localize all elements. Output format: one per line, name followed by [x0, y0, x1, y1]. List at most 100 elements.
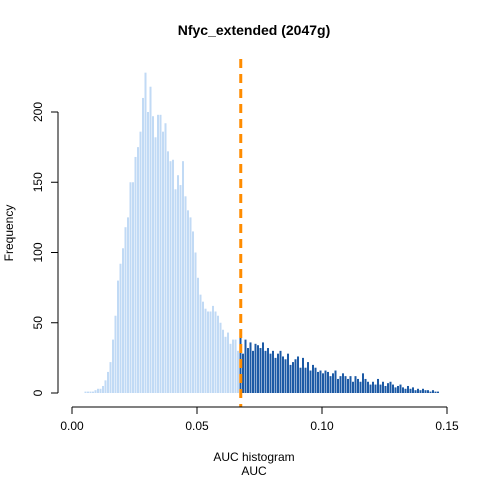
histogram-bar	[169, 161, 172, 393]
histogram-bar	[362, 373, 364, 393]
x-axis-sublabel: AUC	[241, 464, 267, 478]
histogram-bar	[109, 362, 112, 393]
histogram-bar	[217, 315, 219, 393]
histogram-bar	[184, 196, 187, 393]
histogram-bar	[269, 353, 272, 393]
histogram-bar	[104, 380, 107, 393]
histogram-bar	[124, 227, 127, 393]
histogram-bar	[332, 373, 334, 393]
histogram-bar	[199, 294, 202, 393]
histogram-bar	[102, 385, 104, 393]
histogram-bar	[262, 342, 264, 393]
histogram-bar	[417, 388, 419, 393]
histogram-bar	[344, 376, 347, 393]
histogram-bar	[152, 116, 154, 393]
histogram-bar	[139, 131, 142, 394]
histogram-bar	[284, 359, 287, 393]
histogram-bar	[264, 350, 267, 393]
histogram-bar	[172, 159, 174, 393]
histogram-bar	[409, 388, 412, 393]
histogram-bar	[129, 182, 132, 393]
histogram-bar	[274, 357, 277, 394]
histogram-bar	[87, 391, 89, 393]
histogram-bar	[327, 371, 329, 393]
histogram-bar	[242, 353, 244, 393]
y-tick-label: 200	[31, 102, 45, 122]
histogram-bar	[177, 175, 179, 393]
histogram-bar	[137, 147, 139, 394]
histogram-bar	[117, 280, 119, 393]
histogram-bar	[247, 348, 249, 393]
histogram-bar	[222, 329, 224, 393]
histogram-bar	[357, 378, 359, 393]
histogram-bar	[224, 336, 227, 393]
histogram-bar	[289, 364, 292, 393]
histogram-bar	[372, 381, 374, 393]
histogram-bar	[84, 391, 87, 393]
x-tick-label: 0.05	[185, 419, 209, 433]
histogram-bar	[359, 381, 362, 393]
histogram-bar	[227, 332, 229, 393]
histogram-bar	[329, 376, 332, 393]
y-tick-label: 150	[31, 172, 45, 192]
histogram-bar	[214, 311, 217, 393]
histogram-bar	[189, 217, 192, 394]
histogram-bar	[404, 388, 407, 393]
y-axis-label: Frequency	[2, 205, 16, 262]
y-tick-label: 50	[31, 316, 45, 330]
histogram-bar	[237, 350, 239, 393]
histogram-bar	[144, 72, 147, 393]
histogram-bar	[399, 384, 402, 393]
histogram-bar	[167, 151, 169, 393]
histogram-bar	[337, 378, 339, 393]
histogram-bar	[287, 353, 289, 393]
histogram-bar	[369, 384, 372, 393]
histogram-bar	[382, 381, 384, 393]
histogram-bar	[389, 381, 392, 393]
histogram-bar	[249, 342, 252, 393]
histogram-bar	[317, 371, 319, 393]
histogram-bar	[192, 231, 194, 393]
chart-title: Nfyc_extended (2047g)	[178, 22, 331, 38]
histogram-bar	[257, 345, 259, 393]
histogram-bar	[384, 385, 387, 393]
histogram-bar	[312, 364, 314, 393]
histogram-bar	[272, 350, 274, 393]
histogram-bar	[114, 315, 117, 393]
histogram-bar	[367, 381, 369, 393]
histogram-bar	[347, 378, 349, 393]
y-tick-label: 0	[31, 389, 45, 396]
histogram-bar	[154, 137, 157, 393]
histogram-bar	[149, 86, 152, 394]
histogram-bar	[112, 339, 114, 393]
histogram-bar	[354, 376, 357, 393]
histogram-bar	[377, 378, 379, 393]
histogram-bar	[209, 311, 212, 393]
histogram-bar	[277, 353, 279, 393]
histogram-bar	[194, 252, 197, 393]
histogram-bar	[314, 367, 317, 393]
histogram-bar	[324, 370, 327, 393]
histogram-bar	[397, 385, 399, 393]
x-tick-label: 0.00	[60, 419, 84, 433]
histogram-bar	[334, 370, 337, 393]
histogram-bar	[219, 322, 222, 393]
histogram-bar	[254, 343, 257, 393]
histogram-bar	[412, 387, 414, 393]
histogram-bar	[434, 391, 437, 393]
histogram-bar	[349, 376, 352, 393]
histogram-bar	[212, 305, 214, 393]
histogram-bar	[304, 367, 307, 393]
histogram-bar	[234, 339, 237, 393]
histogram-bar	[197, 277, 199, 393]
histogram-bar	[132, 182, 134, 393]
y-tick-label: 100	[31, 242, 45, 262]
histogram-bar	[179, 185, 182, 393]
histogram-bar	[164, 123, 167, 394]
histogram-bar	[374, 384, 377, 393]
histogram-bar	[279, 350, 282, 393]
histogram-bar	[352, 381, 354, 393]
histogram-bar	[342, 373, 344, 393]
histogram-bar	[437, 391, 439, 393]
